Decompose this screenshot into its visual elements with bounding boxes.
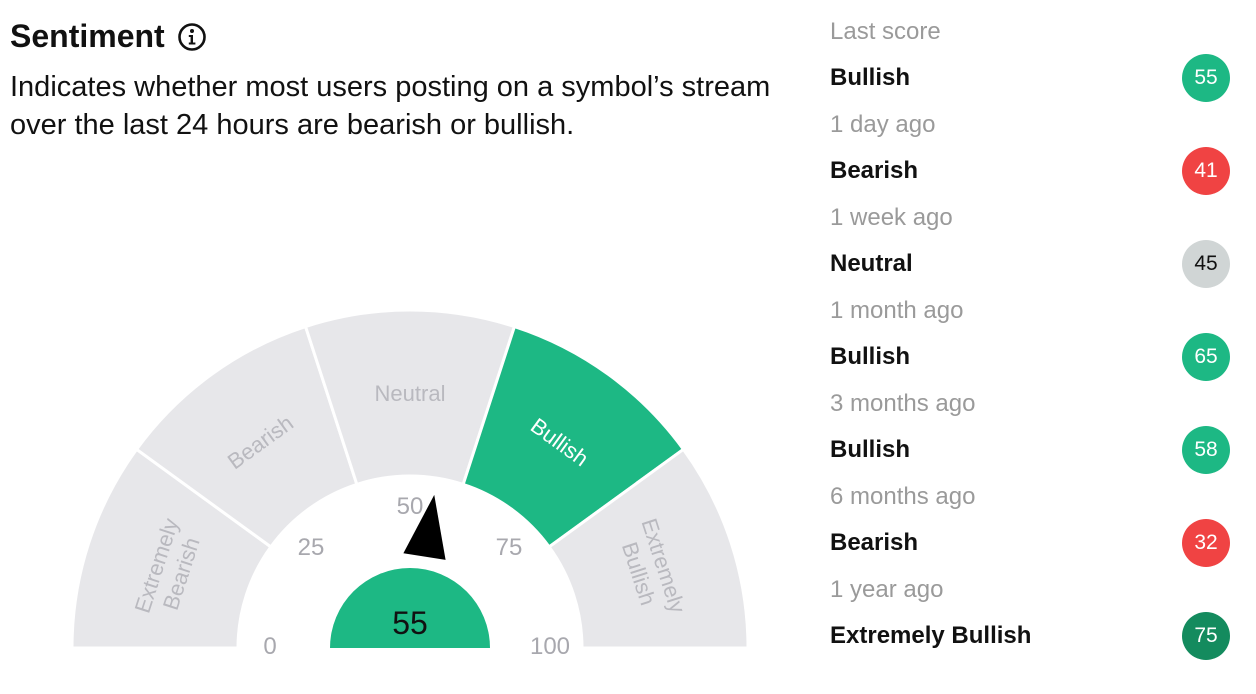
gauge-value-dome (330, 568, 490, 648)
history-item: 1 day ago Bearish 41 (830, 107, 1230, 200)
history-period: Last score (830, 18, 941, 45)
sentiment-title: Sentiment (10, 18, 207, 55)
history-period: 1 week ago (830, 204, 953, 231)
history-item: 6 months ago Bearish 32 (830, 479, 1230, 572)
history-item: 1 year ago Extremely Bullish 75 (830, 572, 1230, 665)
history-score-badge: 45 (1182, 240, 1230, 288)
gauge-tick-label: 100 (530, 633, 570, 660)
history-sentiment: Bearish (830, 529, 919, 556)
history-score-badge: 32 (1182, 519, 1230, 567)
gauge-segment-label: Neutral (375, 381, 446, 406)
gauge-tick-label: 25 (298, 534, 325, 561)
history-sentiment: Extremely Bullish (830, 622, 1032, 649)
info-icon[interactable] (177, 22, 207, 52)
gauge-needle (403, 494, 446, 560)
history-period: 1 month ago (830, 297, 964, 324)
history-score-badge: 41 (1182, 147, 1230, 195)
history-sentiment: Neutral (830, 250, 913, 277)
sentiment-gauge: ExtremelyBearishBearishNeutralBullishExt… (70, 310, 750, 660)
gauge-tick-label: 75 (496, 534, 523, 561)
history-period: 3 months ago (830, 390, 976, 417)
history-item: 1 month ago Bullish 65 (830, 293, 1230, 386)
gauge-value-label: 55 (392, 605, 428, 641)
history-period: 6 months ago (830, 483, 976, 510)
history-score-badge: 55 (1182, 54, 1230, 102)
gauge-segment-extremely-bullish (547, 447, 750, 650)
history-score-badge: 65 (1182, 333, 1230, 381)
history-period: 1 day ago (830, 111, 936, 138)
history-score-badge: 58 (1182, 426, 1230, 474)
history-score-badge: 75 (1182, 612, 1230, 660)
history-sentiment: Bearish (830, 157, 919, 184)
gauge-tick-label: 0 (263, 633, 276, 660)
title-text: Sentiment (10, 18, 165, 54)
history-item: Last score Bullish 55 (830, 14, 1230, 107)
history-sentiment: Bullish (830, 64, 911, 91)
history-sentiment: Bullish (830, 436, 911, 463)
history-item: 1 week ago Neutral 45 (830, 200, 1230, 293)
sentiment-description: Indicates whether most users posting on … (10, 71, 771, 141)
history-period: 1 year ago (830, 576, 944, 603)
gauge-tick-label: 50 (397, 493, 424, 520)
history-sentiment: Bullish (830, 343, 911, 370)
history-item: 3 months ago Bullish 58 (830, 386, 1230, 479)
sentiment-history: Last score Bullish 55 1 day ago Bearish 41 1 w… (830, 14, 1230, 665)
